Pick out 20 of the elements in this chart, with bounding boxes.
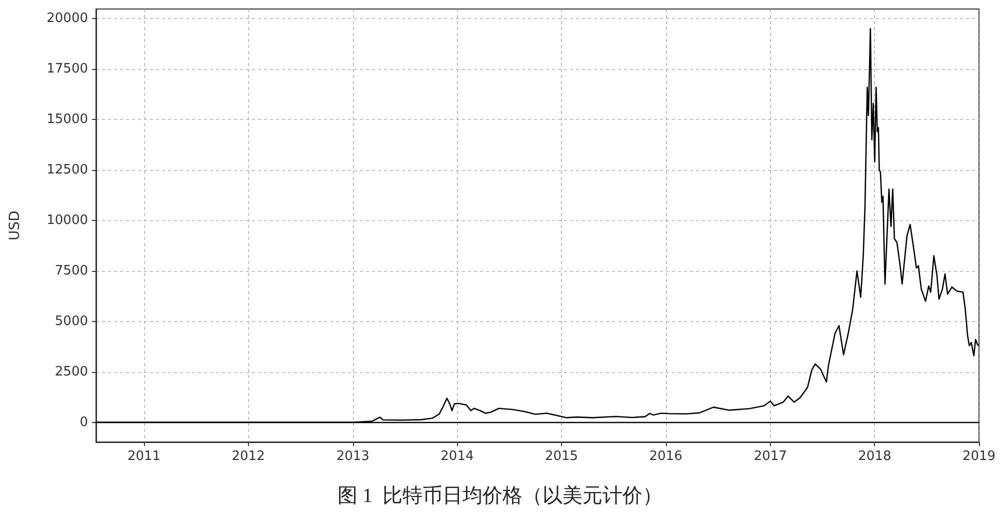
x-tick-label: 2011 [127, 449, 161, 464]
y-tick-label: 5000 [54, 314, 88, 329]
y-tick-label: 2500 [54, 364, 88, 380]
y-tick-label: 20000 [46, 11, 88, 26]
x-tick-label: 2017 [754, 449, 787, 464]
y-tick-label: 17500 [46, 62, 88, 77]
text: 图 1 比特币日均价格（以美元计价） [338, 484, 662, 507]
x-tick-label: 2018 [858, 449, 892, 464]
y-tick-label: 10000 [46, 212, 88, 228]
x-tick-label: 2019 [962, 449, 996, 464]
y-tick-label: 12500 [46, 162, 88, 178]
y-tick-label: 0 [80, 414, 88, 430]
y-tick-label: 15000 [46, 112, 88, 128]
x-tick-label: 2016 [649, 449, 682, 464]
x-tick-label: 2014 [440, 449, 474, 464]
x-tick-label: 2015 [544, 449, 578, 464]
x-tick-label: 2013 [336, 449, 370, 464]
x-tick-label: 2012 [232, 449, 265, 464]
y-axis-title: USD [7, 210, 23, 240]
y-tick-label: 7500 [54, 263, 88, 278]
